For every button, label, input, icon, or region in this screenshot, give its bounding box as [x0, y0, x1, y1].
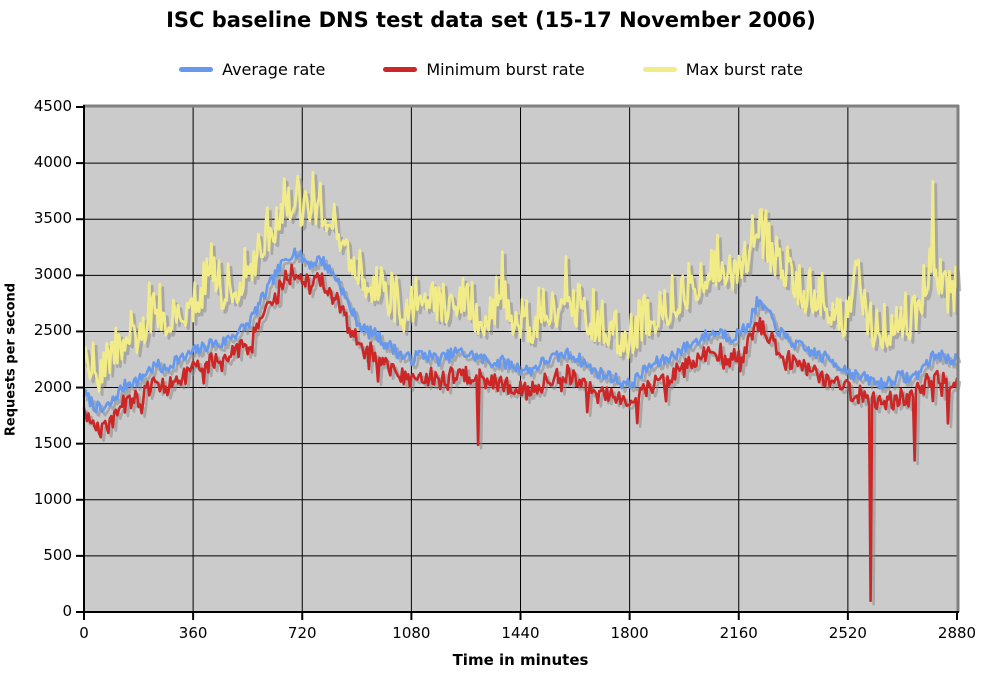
series-shadow-max-burst-rate	[85, 174, 962, 397]
chart-title: ISC baseline DNS test data set (15-17 No…	[166, 8, 816, 32]
y-axis-title: Requests per second	[3, 282, 19, 437]
legend-item-max-burst-rate: Max burst rate	[642, 60, 803, 79]
y-tick-label: 4000	[33, 153, 72, 172]
x-tick-label: 2520	[828, 624, 867, 642]
series-line-minimum-burst-rate	[82, 263, 959, 603]
x-tick-label: 1800	[610, 624, 649, 642]
y-tick-label: 1500	[33, 433, 72, 452]
y-tick-label: 500	[43, 545, 72, 564]
y-tick-label: 1000	[33, 489, 72, 508]
y-tick-label: 3000	[33, 265, 72, 284]
y-tick-label: 3500	[33, 209, 72, 228]
legend-swatch	[179, 67, 214, 72]
y-tick-label: 2000	[33, 377, 72, 396]
y-tick-label: 0	[62, 602, 72, 620]
legend-item-minimum-burst-rate: Minimum burst rate	[383, 60, 585, 79]
legend-item-average-rate: Average rate	[179, 60, 325, 79]
x-tick-label: 720	[287, 624, 317, 642]
x-tick-label: 2880	[937, 624, 977, 642]
legend-label: Average rate	[222, 60, 326, 79]
x-axis-title: Time in minutes	[452, 651, 589, 669]
x-tick-label: 0	[79, 624, 89, 642]
x-tick-label: 360	[178, 624, 208, 642]
y-tick-label: 4500	[33, 97, 72, 115]
legend-label: Max burst rate	[685, 60, 803, 79]
legend-label: Minimum burst rate	[426, 60, 585, 79]
legend-swatch	[642, 67, 677, 72]
x-tick-label: 1440	[501, 624, 540, 642]
y-tick-label: 2500	[33, 321, 72, 340]
legend: Average rate Minimum burst rate Max burst …	[0, 60, 982, 79]
legend-swatch	[383, 67, 418, 72]
x-tick-label: 2160	[719, 624, 758, 642]
x-tick-label: 1080	[392, 624, 431, 642]
series-line-average-rate	[82, 247, 959, 414]
series-line-max-burst-rate	[82, 170, 959, 393]
